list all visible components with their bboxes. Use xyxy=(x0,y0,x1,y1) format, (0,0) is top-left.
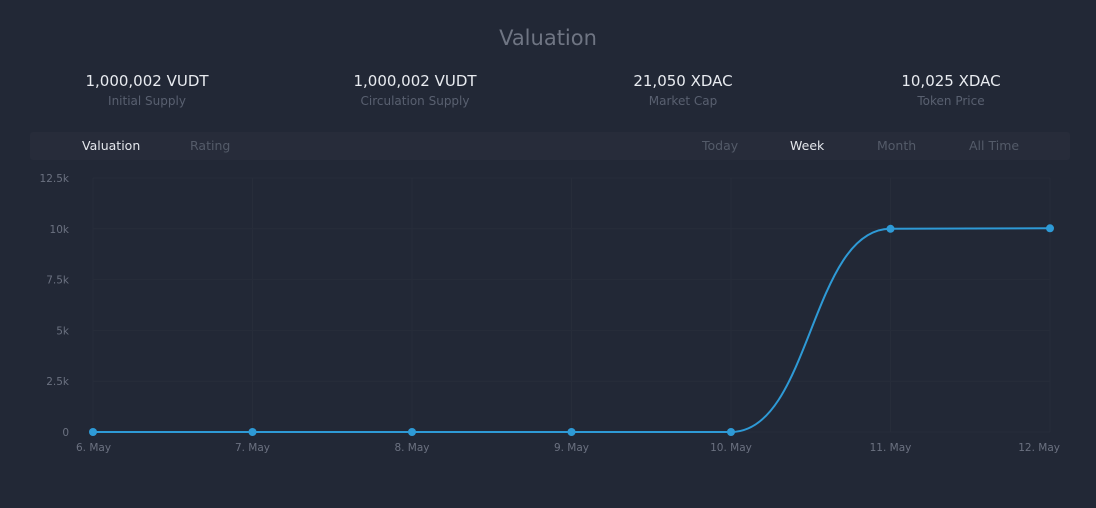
page-title: Valuation xyxy=(499,26,597,50)
stat-label: Market Cap xyxy=(648,94,718,108)
data-point xyxy=(886,224,895,233)
stat-initial-supply: 1,000,002 VUDT Initial Supply xyxy=(37,72,257,108)
y-tick-label: 10k xyxy=(50,224,70,236)
tab-valuation[interactable]: Valuation xyxy=(82,138,141,153)
y-tick-label: 2.5k xyxy=(46,376,70,388)
stats-row: 1,000,002 VUDT Initial Supply 1,000,002 … xyxy=(0,72,1096,112)
tab-rating[interactable]: Rating xyxy=(190,138,231,153)
x-tick-label: 6. May xyxy=(76,442,111,454)
x-tick-label: 7. May xyxy=(235,442,270,454)
y-tick-label: 12.5k xyxy=(40,173,70,185)
stat-label: Token Price xyxy=(917,94,985,108)
stat-value: 10,025 XDAC xyxy=(901,72,1001,90)
tab-week[interactable]: Week xyxy=(790,138,825,153)
chart-tab-bar: Valuation Rating Today Week Month All Ti… xyxy=(30,132,1070,160)
stat-market-cap: 21,050 XDAC Market Cap xyxy=(573,72,793,108)
data-point xyxy=(1046,224,1054,233)
y-tick-label: 5k xyxy=(56,325,70,337)
x-tick-label: 10. May xyxy=(710,442,752,454)
data-point xyxy=(408,428,416,436)
stat-value: 1,000,002 VUDT xyxy=(353,72,477,90)
stat-circulation-supply: 1,000,002 VUDT Circulation Supply xyxy=(305,72,525,108)
data-point xyxy=(727,428,735,436)
x-tick-label: 11. May xyxy=(870,442,912,454)
stat-token-price: 10,025 XDAC Token Price xyxy=(841,72,1061,108)
tab-month[interactable]: Month xyxy=(877,138,917,153)
stat-value: 1,000,002 VUDT xyxy=(85,72,209,90)
y-tick-label: 0 xyxy=(62,427,69,439)
data-point xyxy=(89,428,97,436)
stat-label: Circulation Supply xyxy=(360,94,470,108)
x-tick-label: 12. May xyxy=(1018,442,1060,454)
tab-all-time[interactable]: All Time xyxy=(969,138,1020,153)
x-tick-label: 9. May xyxy=(554,442,589,454)
data-point xyxy=(567,428,576,436)
y-tick-label: 7.5k xyxy=(46,275,70,287)
stat-label: Initial Supply xyxy=(108,94,186,108)
tab-today[interactable]: Today xyxy=(702,138,739,153)
data-point xyxy=(248,428,257,436)
stat-value: 21,050 XDAC xyxy=(633,72,733,90)
x-tick-label: 8. May xyxy=(394,442,429,454)
